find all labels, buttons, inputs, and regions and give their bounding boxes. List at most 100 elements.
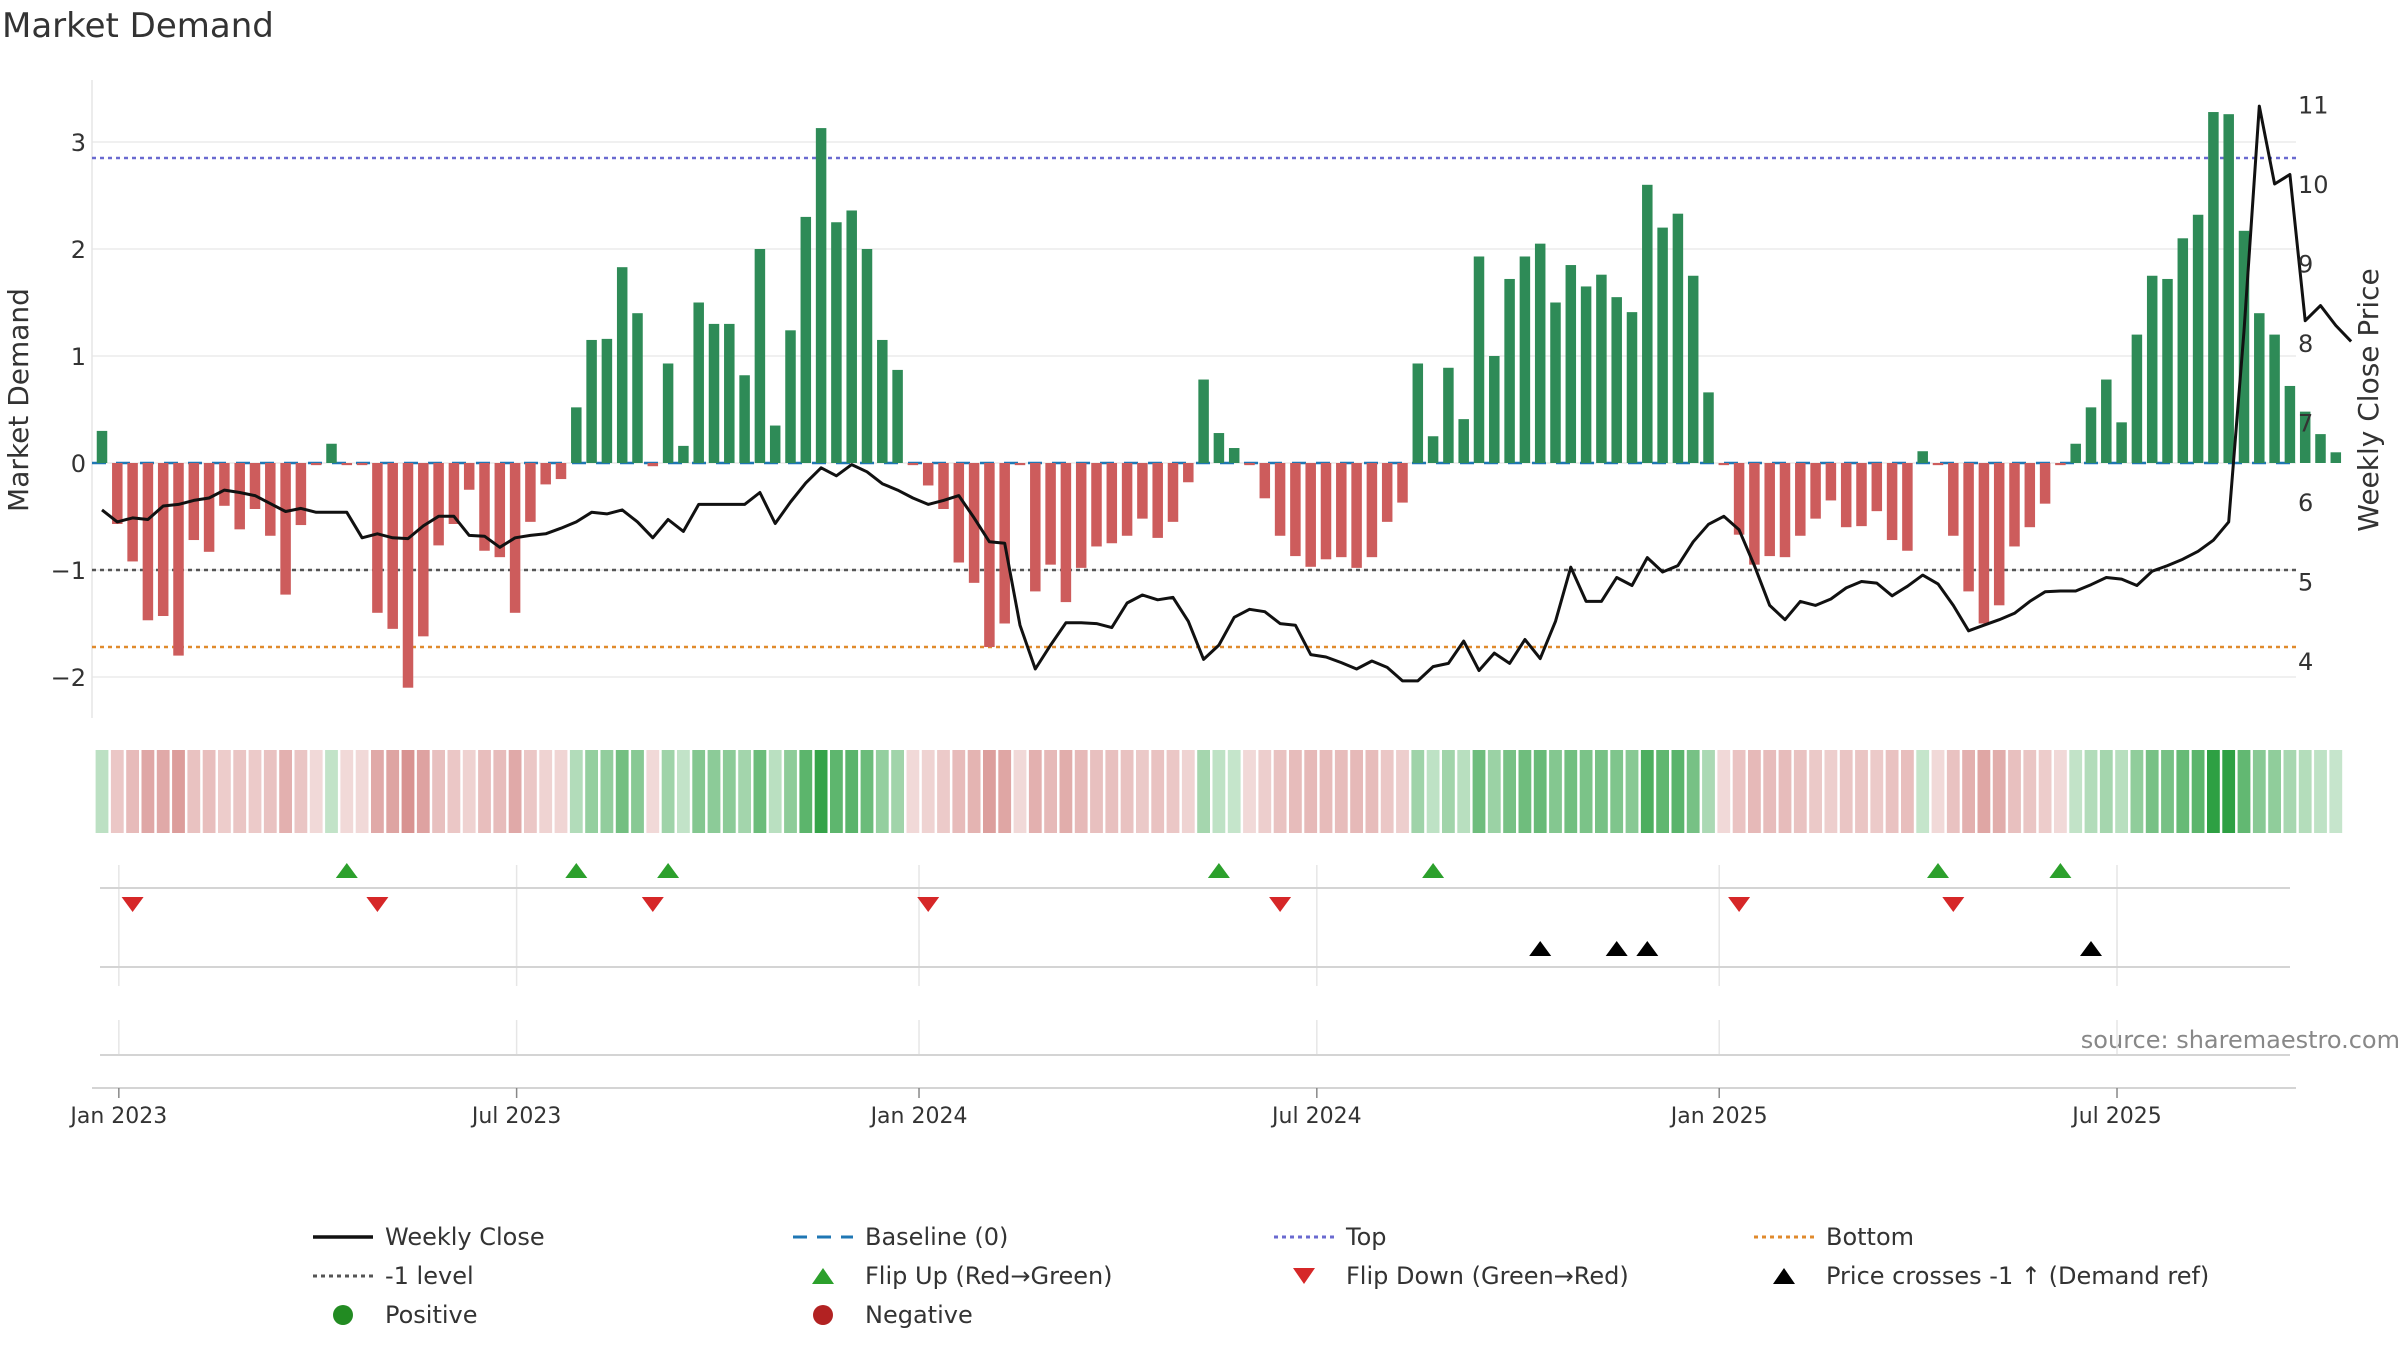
heat-cell [1181,750,1195,833]
demand-bar [1932,463,1944,466]
demand-bar [310,463,322,466]
x-tick-label: Jul 2023 [470,1104,562,1129]
heat-cell [1197,750,1210,833]
legend-label: Flip Up (Red→Green) [865,1262,1113,1290]
demand-bar [142,463,154,621]
demand-bar [1672,213,1684,463]
x-axis-ticks: Jan 2023 Jul 2023 Jan 2024 Jul 2024 Jan 2025… [68,1088,2162,1129]
demand-bar [1366,463,1378,558]
demand-bar [1795,463,1806,536]
heat-cell [1503,750,1516,833]
demand-bar [861,249,873,463]
y-tick-right: 11 [2298,92,2329,120]
demand-bar [2009,463,2020,547]
weekly-close-series [101,104,2353,683]
heat-cell [539,750,553,833]
demand-bar [1764,463,1775,557]
heat-cell [2176,750,2190,833]
x-tick-label: Jan 2025 [1669,1104,1768,1129]
demand-bar [571,407,582,463]
heat-cell [2191,750,2205,833]
demand-bar [249,463,261,510]
demand-bar [433,463,444,546]
heat-cell [1564,750,1578,833]
heat-cell [1579,750,1593,833]
heat-cell [1227,750,1241,833]
heat-cell [2038,750,2052,833]
demand-bar [1198,379,1209,463]
heat-cell [1411,750,1425,833]
demand-bar [601,338,613,463]
demand-bar [1550,302,1561,463]
heat-cell [1396,750,1409,833]
demand-bar [280,463,291,595]
demand-bar [1902,463,1913,551]
weekly-close-line [101,104,2353,683]
heat-cell [2023,750,2037,833]
heat-cell [156,750,170,833]
demand-bar [616,267,628,463]
heat-cell [2237,750,2251,833]
legend-label: Flip Down (Green→Red) [1346,1262,1629,1290]
demand-bar [1657,227,1668,463]
heat-cell [447,750,461,833]
y-tick-left: 3 [71,129,86,157]
heat-cell [1855,750,1868,833]
heat-cell [1472,750,1486,833]
heat-cell [1074,750,1088,833]
demand-bar [892,369,903,463]
heat-cell [1166,750,1180,833]
x-tick-label: Jan 2024 [869,1104,968,1129]
demand-bar [1427,436,1439,463]
demand-bar [525,463,536,522]
demand-bar [1014,463,1026,466]
heat-cell [2054,750,2067,833]
heat-cell [1028,750,1042,833]
x-tick-label: Jan 2023 [68,1104,167,1129]
y-axis-ticks: −2 −1 0 1 2 3 4 5 6 7 8 9 10 11 [51,92,2329,693]
demand-bar [96,430,108,463]
demand-bar [2146,275,2158,463]
demand-bars [96,112,2342,688]
heat-cell [325,750,338,833]
demand-bar [1397,463,1408,503]
heat-cell [233,750,247,833]
heat-cell [141,750,155,833]
heat-cell [1732,750,1746,833]
demand-bar [1611,297,1622,463]
heat-cell [2268,750,2281,833]
y-tick-left: 0 [71,450,86,478]
demand-bar [2177,238,2189,463]
demand-bar [2116,422,2127,463]
demand-bar [219,463,230,506]
flip-down-marker [917,897,940,912]
heat-cell [1273,750,1287,833]
demand-bar [1948,463,1959,536]
demand-bar [1963,463,1974,592]
heat-cell [263,750,277,833]
demand-bar [1703,392,1714,463]
heat-cell [309,750,323,833]
signal-markers [92,863,2296,1089]
heat-cell [1625,750,1639,833]
heat-cell [493,750,507,833]
heat-cell [845,750,859,833]
price-cross-marker [1636,941,1659,956]
heat-cell [2283,750,2297,833]
heat-cell [187,750,201,833]
demand-bar [586,339,597,463]
heat-cell [1334,750,1348,833]
legend-label: Price crosses -1 ↑ (Demand ref) [1826,1262,2209,1290]
y-tick-left: 2 [71,236,86,264]
heat-cell [661,750,675,833]
heat-cell [1640,750,1654,833]
demand-bar [1213,433,1225,463]
legend-flip-up-icon [812,1268,834,1284]
demand-bar [2131,334,2143,463]
demand-bar [1228,448,1240,463]
demand-bar [1060,463,1072,603]
heat-cell [860,750,874,833]
demand-bar [173,463,184,656]
demand-bar [938,463,949,510]
